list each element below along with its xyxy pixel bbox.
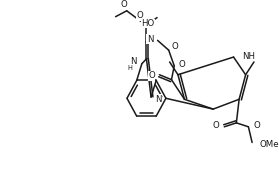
Text: O: O	[148, 71, 155, 80]
Text: O: O	[253, 121, 260, 130]
Text: OMe: OMe	[259, 140, 279, 149]
Text: N: N	[130, 57, 136, 66]
Text: O: O	[179, 60, 186, 69]
Text: O: O	[136, 11, 143, 20]
Text: O: O	[121, 0, 127, 9]
Text: H: H	[128, 65, 133, 71]
Text: NH: NH	[242, 52, 255, 61]
Text: N: N	[155, 95, 161, 104]
Text: HO: HO	[141, 19, 154, 28]
Text: O: O	[213, 121, 220, 130]
Text: N: N	[147, 35, 153, 44]
Text: O: O	[172, 42, 178, 51]
